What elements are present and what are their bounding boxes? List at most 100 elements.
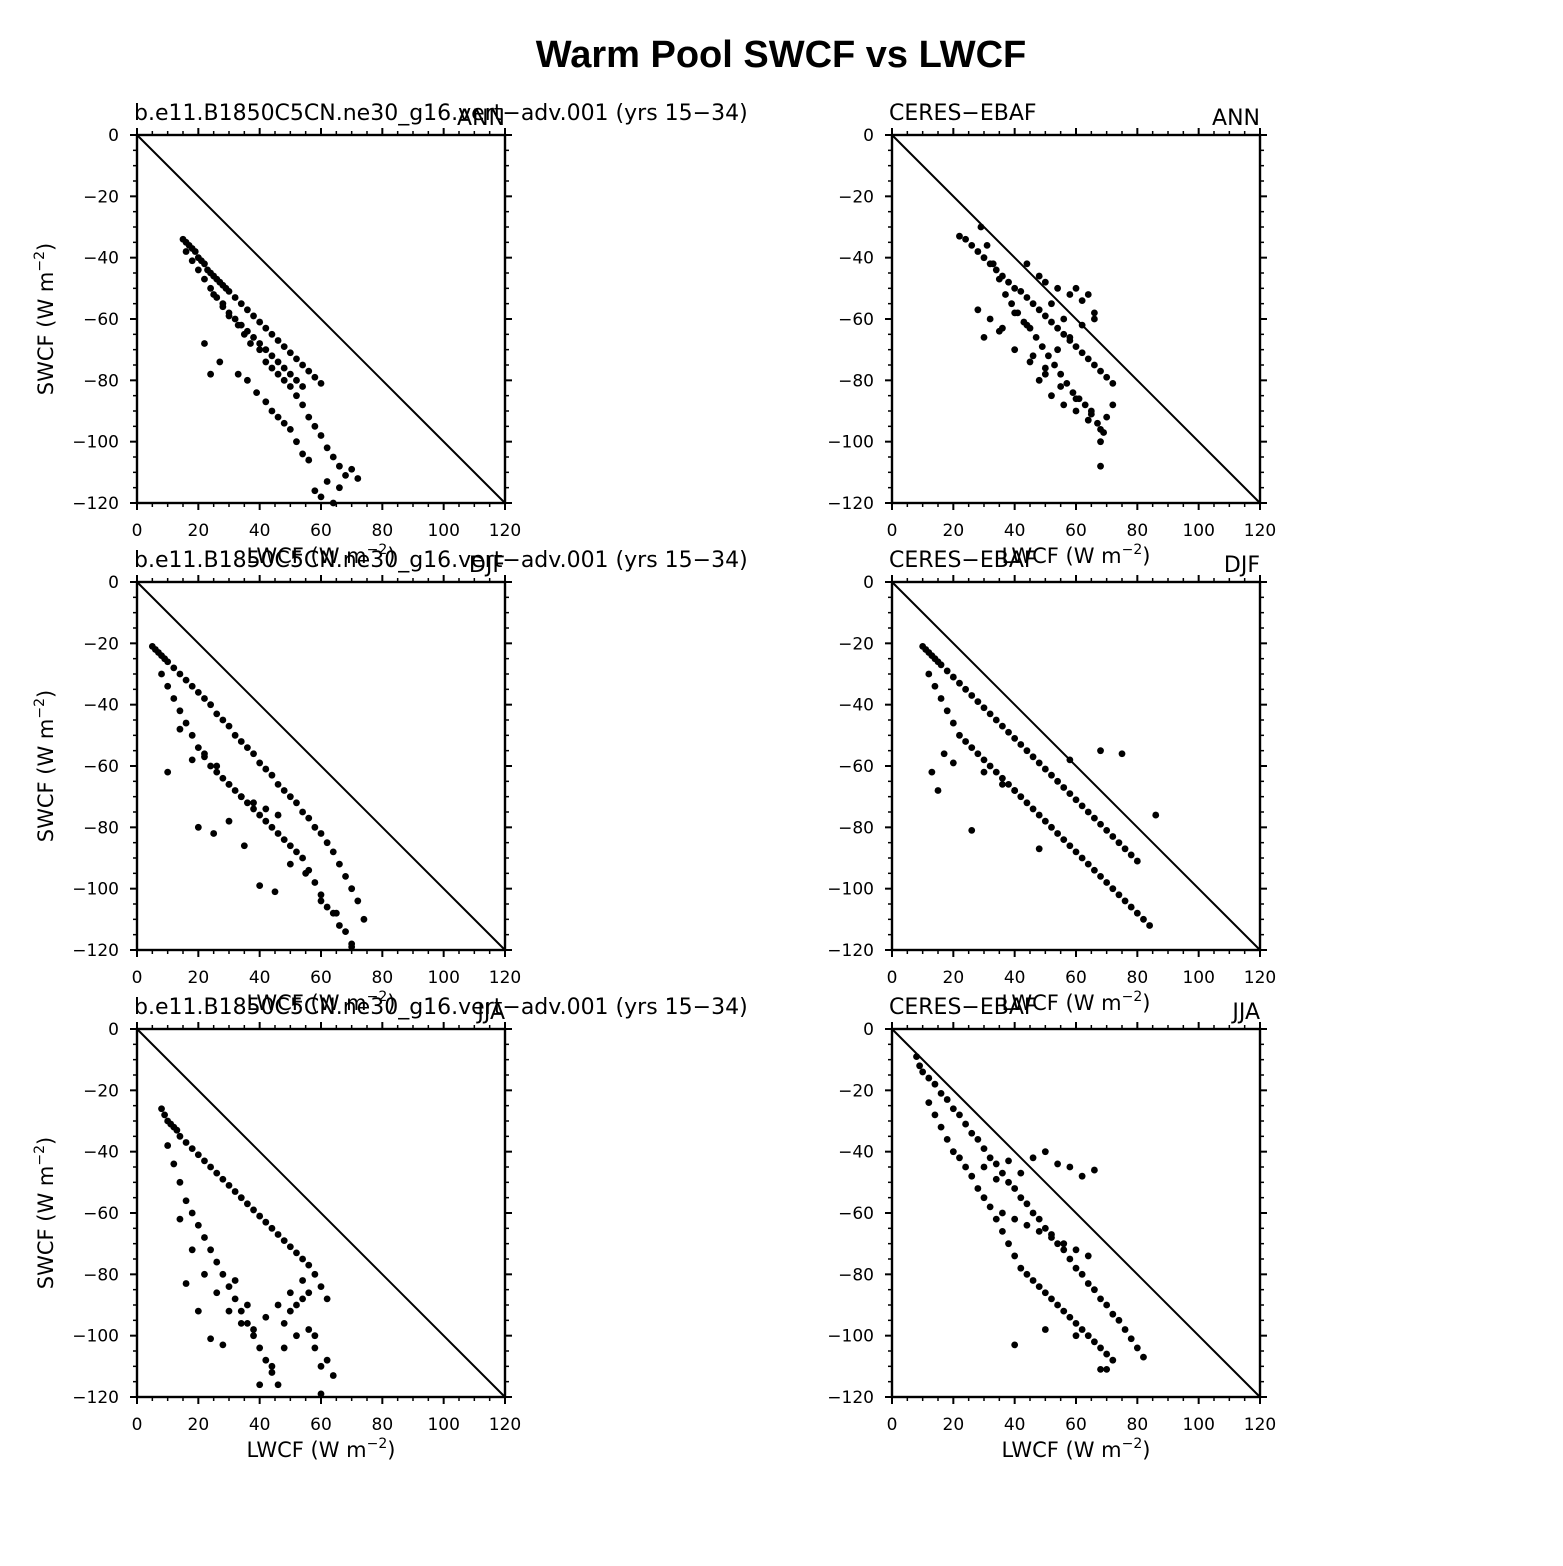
scatter-point [1078, 1270, 1086, 1278]
y-tick-label: −120 [827, 941, 874, 961]
x-tick-label: 40 [249, 1415, 271, 1435]
scatter-point [1041, 1148, 1049, 1156]
panel-left-title: CERES−EBAF [889, 548, 1037, 573]
x-tick-label: 120 [489, 1415, 521, 1435]
scatter-point [1109, 1310, 1117, 1318]
x-axis-label: LWCF (W m−2) [1002, 1436, 1151, 1462]
scatter-point [1032, 334, 1040, 341]
scatter-point [332, 909, 340, 917]
scatter-point [1087, 407, 1095, 415]
scatter-point [225, 312, 233, 320]
x-axis-label: LWCF (W m−2) [247, 542, 396, 568]
scatter-point [1097, 367, 1104, 375]
scatter-point [962, 1120, 969, 1128]
scatter-point [219, 303, 227, 311]
scatter-point [311, 422, 319, 430]
scatter-point [1072, 284, 1080, 292]
scatter-point [1060, 1307, 1068, 1315]
scatter-point [1011, 1185, 1019, 1192]
x-tick-label: 20 [188, 968, 210, 988]
scatter-point [262, 324, 270, 332]
scatter-point [311, 1344, 319, 1352]
scatter-point [231, 787, 239, 794]
y-tick-label: −60 [83, 1204, 119, 1224]
scatter-point [986, 1154, 994, 1162]
scatter-point [336, 484, 343, 492]
scatter-point [1091, 1286, 1098, 1294]
scatter-point [250, 312, 257, 320]
scatter-point [1035, 845, 1043, 853]
scatter-point [1115, 891, 1123, 899]
scatter-point [274, 370, 282, 378]
scatter-point [1081, 401, 1089, 409]
scatter-point [925, 1099, 933, 1106]
scatter-point [237, 793, 245, 801]
scatter-point [262, 1313, 270, 1321]
scatter-point [293, 799, 300, 807]
x-axis-label: LWCF (W m−2) [1002, 989, 1151, 1015]
scatter-point [213, 1258, 221, 1266]
scatter-point [274, 1381, 282, 1389]
scatter-point [317, 1362, 325, 1370]
scatter-point [207, 284, 215, 292]
scatter-point [219, 716, 227, 724]
panel-left-title: b.e11.B1850C5CN.ne30_g16.vert−adv.001 (y… [134, 995, 748, 1020]
scatter-point [1072, 1246, 1080, 1254]
scatter-point [1005, 1240, 1012, 1248]
scatter-point [1035, 1215, 1043, 1223]
x-tick-label: 120 [489, 968, 521, 988]
scatter-point [170, 664, 178, 672]
scatter-point [1140, 915, 1147, 923]
scatter-point [925, 670, 933, 678]
scatter-point [244, 376, 251, 384]
y-tick-label: −40 [838, 1143, 874, 1163]
scatter-point [992, 1175, 1000, 1183]
scatter-point [1091, 1338, 1098, 1346]
scatter-point [937, 695, 945, 702]
scatter-point [256, 346, 264, 354]
scatter-point [949, 1105, 957, 1113]
scatter-point [1072, 407, 1080, 415]
y-tick-label: −20 [838, 634, 874, 654]
scatter-point [268, 407, 276, 415]
scatter-point [256, 1212, 264, 1220]
scatter-point [286, 370, 294, 378]
scatter-point [919, 1068, 927, 1076]
scatter-point [293, 1332, 300, 1340]
scatter-point [1078, 1326, 1086, 1333]
scatter-point [207, 762, 215, 770]
scatter-point [293, 848, 300, 856]
scatter-point [1017, 1169, 1025, 1177]
scatter-point [219, 774, 227, 782]
scatter-point [201, 1234, 208, 1241]
scatter-point [949, 759, 957, 767]
scatter-point [176, 670, 184, 678]
scatter-point [225, 781, 233, 788]
scatter-point [1017, 793, 1025, 801]
scatter-point [237, 1307, 245, 1315]
scatter-point [1066, 334, 1074, 341]
scatter-point [1097, 1344, 1104, 1352]
scatter-point [348, 465, 356, 473]
y-tick-label: −100 [827, 433, 874, 453]
scatter-point [1054, 1160, 1061, 1168]
scatter-point [1103, 827, 1111, 834]
scatter-point [1029, 352, 1037, 360]
scatter-point [995, 327, 1003, 335]
scatter-point [250, 805, 257, 813]
scatter-point [962, 235, 969, 243]
scatter-point [992, 768, 1000, 776]
scatter-point [293, 355, 300, 363]
scatter-point [329, 453, 337, 461]
scatter-point [299, 1277, 306, 1284]
scatter-point [974, 1136, 982, 1143]
scatter-point [1109, 885, 1117, 893]
panel-3: 0 0 20 −20 40 −40 60 −60 80 −80 100 −100 120 −120 b.e1… [32, 548, 748, 1015]
scatter-point [268, 364, 276, 372]
scatter-point [311, 1270, 319, 1278]
scatter-point [956, 1154, 963, 1162]
scatter-point [194, 1221, 202, 1229]
scatter-point [280, 419, 288, 427]
scatter-point [262, 358, 270, 366]
scatter-point [1140, 1353, 1147, 1361]
